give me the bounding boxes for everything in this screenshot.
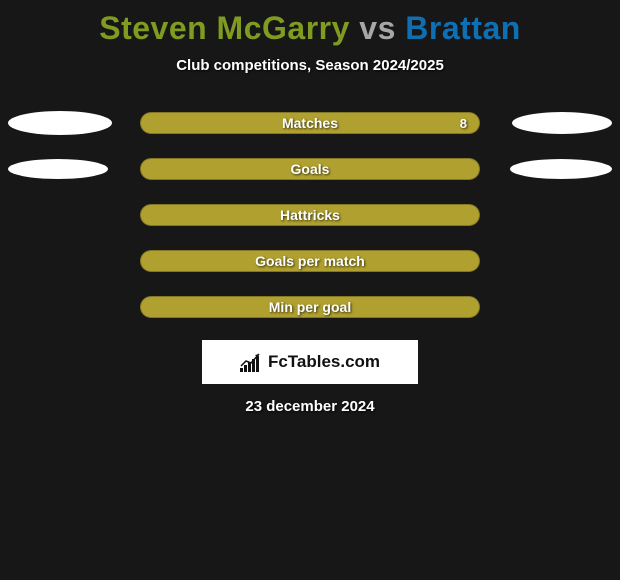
bubble-right: [512, 112, 612, 134]
stat-row: Goals per match: [0, 250, 620, 272]
player2-name: Brattan: [405, 10, 521, 46]
stat-row: Matches 8: [0, 112, 620, 134]
stat-pill: Goals: [140, 158, 480, 180]
bars-icon: [240, 352, 262, 372]
bubble-left: [8, 111, 112, 135]
fctables-logo[interactable]: FcTables.com: [202, 340, 418, 384]
bubble-left: [8, 159, 108, 179]
stat-label: Hattricks: [280, 207, 340, 223]
stat-pill: Min per goal: [140, 296, 480, 318]
vs-text: vs: [350, 10, 405, 46]
stat-label: Matches: [282, 115, 338, 131]
stat-value-right: 8: [460, 116, 467, 131]
subtitle: Club competitions, Season 2024/2025: [0, 57, 620, 74]
logo-text: FcTables.com: [268, 352, 380, 372]
stat-rows: Matches 8 Goals Hattricks Goals per match Min…: [0, 112, 620, 318]
stat-row: Goals: [0, 158, 620, 180]
stat-row: Min per goal: [0, 296, 620, 318]
date-text: 23 december 2024: [0, 398, 620, 415]
stat-pill: Hattricks: [140, 204, 480, 226]
stat-row: Hattricks: [0, 204, 620, 226]
stat-label: Goals per match: [255, 253, 365, 269]
player1-name: Steven McGarry: [99, 10, 350, 46]
bubble-right: [510, 159, 612, 179]
stat-pill: Goals per match: [140, 250, 480, 272]
comparison-title: Steven McGarry vs Brattan: [0, 0, 620, 47]
stat-pill: Matches 8: [140, 112, 480, 134]
stat-label: Goals: [291, 161, 330, 177]
stat-label: Min per goal: [269, 299, 351, 315]
